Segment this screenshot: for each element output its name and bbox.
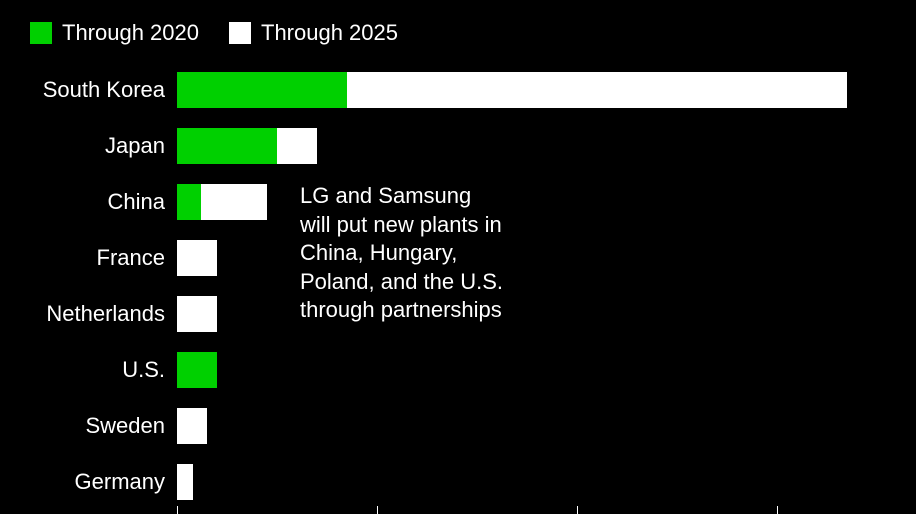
chart-row: Japan	[30, 120, 886, 172]
bar-area	[177, 296, 886, 332]
row-label: Netherlands	[30, 302, 177, 326]
bar-through-2020	[177, 72, 347, 108]
chart-row: South Korea	[30, 64, 886, 116]
legend-label-2020: Through 2020	[62, 20, 199, 46]
chart-row: Germany	[30, 456, 886, 508]
chart-row: Sweden	[30, 400, 886, 452]
legend-swatch-2025	[229, 22, 251, 44]
bar-area	[177, 240, 886, 276]
x-axis-tick	[777, 506, 778, 514]
row-label: China	[30, 190, 177, 214]
bar-area	[177, 464, 886, 500]
row-label: Germany	[30, 470, 177, 494]
row-label: South Korea	[30, 78, 177, 102]
bar-area	[177, 128, 886, 164]
x-axis-tick	[577, 506, 578, 514]
row-label: U.S.	[30, 358, 177, 382]
chart-container: Through 2020 Through 2025 South Korea Jap…	[0, 0, 916, 514]
bar-area	[177, 184, 886, 220]
chart-legend: Through 2020 Through 2025	[30, 20, 886, 46]
chart-annotation: LG and Samsung will put new plants in Ch…	[300, 182, 505, 325]
row-label: France	[30, 246, 177, 270]
legend-item-2020: Through 2020	[30, 20, 199, 46]
legend-label-2025: Through 2025	[261, 20, 398, 46]
bar-through-2025	[177, 240, 217, 276]
bar-through-2025	[177, 296, 217, 332]
bar-area	[177, 352, 886, 388]
x-axis-tick	[377, 506, 378, 514]
row-label: Sweden	[30, 414, 177, 438]
bar-through-2025	[177, 408, 207, 444]
legend-item-2025: Through 2025	[229, 20, 398, 46]
row-label: Japan	[30, 134, 177, 158]
legend-swatch-2020	[30, 22, 52, 44]
bar-through-2020	[177, 184, 201, 220]
bar-through-2020	[177, 352, 217, 388]
chart-row: U.S.	[30, 344, 886, 396]
bar-area	[177, 408, 886, 444]
bar-through-2020	[177, 128, 277, 164]
bar-through-2025	[177, 464, 193, 500]
bar-area	[177, 72, 886, 108]
x-axis-tick	[177, 506, 178, 514]
